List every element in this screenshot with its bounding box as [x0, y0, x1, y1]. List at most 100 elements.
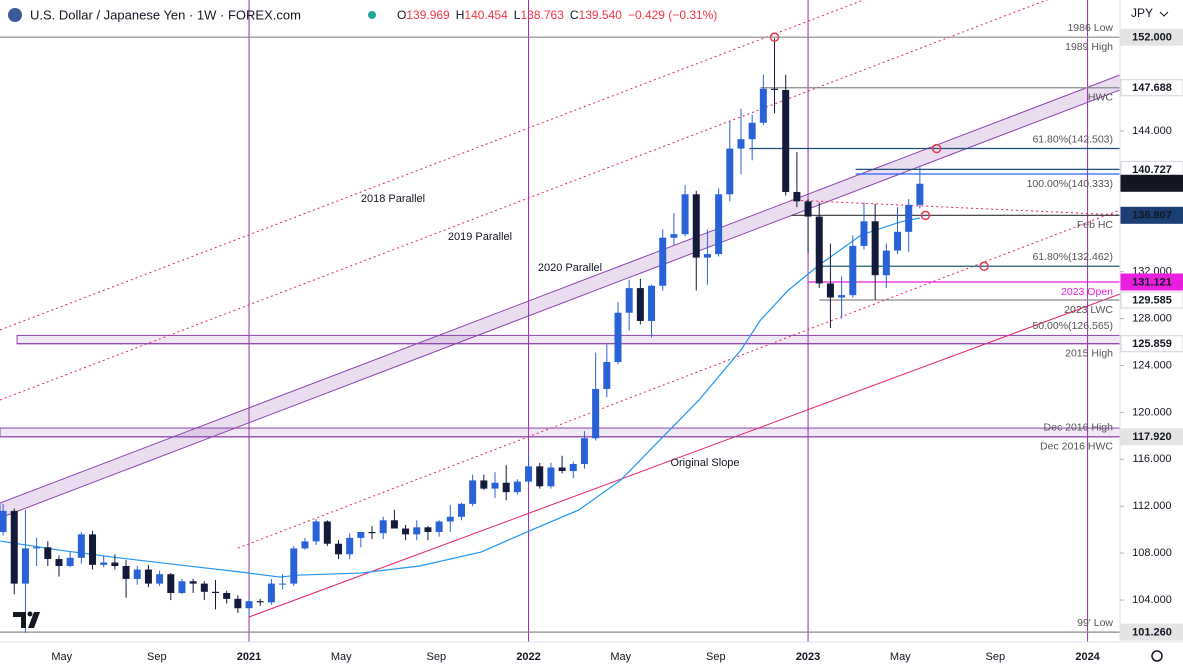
price-box-label: 131.121 [1132, 276, 1172, 288]
candle-body [547, 467, 555, 487]
level-note: 99' Low [1077, 617, 1113, 629]
x-tick-label: May [331, 651, 352, 663]
market-status [368, 11, 376, 19]
candle-body [368, 532, 376, 534]
quote-label: O [397, 8, 406, 22]
level-note: Dec 2016 HWC [1040, 441, 1113, 453]
price-box [1120, 273, 1183, 291]
candle-body [838, 295, 846, 298]
candle-body [133, 569, 141, 579]
candle-body [469, 480, 477, 504]
level-note: Dec 2016 High [1044, 422, 1114, 434]
x-tick-label: Sep [706, 651, 726, 663]
candle-body [424, 527, 432, 533]
level-note: 2023 LWC [1064, 304, 1113, 316]
plot-area [0, 0, 1120, 642]
settings-button[interactable] [1151, 650, 1163, 662]
candle-body [334, 543, 342, 555]
axes: May Sep 2021 May Sep 2022 May Sep 2023 May Sep 2024… [51, 28, 1183, 663]
price-box-label: 140.727 [1132, 164, 1172, 176]
quote-value: 139.969 [406, 8, 450, 22]
y-tick-label: 120.000 [1132, 406, 1172, 418]
candle-body [793, 191, 801, 202]
candle-body [826, 283, 834, 298]
price-box-label: 129.585 [1132, 294, 1172, 306]
logo [27, 611, 33, 617]
candle-body [558, 467, 566, 472]
x-tick-label: 2021 [237, 651, 261, 663]
candle-body [446, 516, 454, 522]
candle-body [77, 534, 85, 558]
price-box [1120, 428, 1183, 446]
currency-button[interactable] [1124, 3, 1176, 25]
x-tick-label: Sep [986, 651, 1006, 663]
candle-body [681, 194, 689, 235]
candle-body [122, 566, 130, 579]
candle-body [905, 204, 913, 232]
candle-body [156, 574, 164, 584]
candle-body [312, 521, 320, 542]
level-note: Feb HC [1077, 219, 1114, 231]
candle-body [390, 520, 398, 529]
y-tick-label: 124.000 [1132, 359, 1172, 371]
level-note: HWC [1088, 92, 1113, 104]
candle-body [402, 528, 410, 535]
candle-body [625, 288, 633, 313]
currency[interactable]: JPY [1131, 6, 1153, 20]
logo [13, 612, 40, 628]
candle-body [346, 537, 354, 555]
candle-body [759, 88, 767, 123]
level-note: 61.80%(132.462) [1032, 251, 1113, 263]
price-box-label: 117.920 [1132, 431, 1171, 443]
level-note: 2015 High [1065, 347, 1113, 359]
price-box [1120, 206, 1183, 224]
x-tick-label: May [890, 651, 911, 663]
candle-body [144, 569, 152, 584]
candle-body [189, 581, 197, 584]
y-tick-label: 144.000 [1132, 125, 1172, 137]
quote-value: 140.454 [464, 8, 508, 22]
candle-body [200, 583, 208, 592]
candle-body [726, 148, 734, 195]
candle-body [871, 221, 879, 276]
candle-body [301, 541, 309, 549]
y-tick-label: 112.000 [1133, 500, 1172, 512]
candle-body [782, 89, 790, 192]
level-note: 61.80%(142.503) [1032, 133, 1113, 145]
quote-label: C [570, 8, 579, 22]
symbol-icon [8, 8, 22, 22]
candle-body [882, 250, 890, 276]
price-box-label: 152.000 [1132, 32, 1172, 44]
candle-body [659, 237, 667, 286]
level-note: 100.00%(140.333) [1027, 178, 1113, 190]
price-box-label: 136.807 [1132, 210, 1172, 222]
candle-body [267, 583, 275, 603]
candle-body [804, 201, 812, 217]
trendline-label: Original Slope [670, 457, 739, 469]
price-box [1120, 291, 1183, 309]
candle-body [0, 510, 7, 533]
candle-body [569, 463, 577, 472]
candle-body [256, 601, 264, 603]
candle-body [178, 581, 186, 593]
level-note: 50.00%(126.565) [1032, 320, 1113, 332]
candle-body [603, 361, 611, 389]
candle-body [290, 548, 298, 584]
candle-body [44, 547, 52, 559]
candle-body [323, 521, 331, 544]
candle-body [457, 503, 465, 517]
candle-body [480, 480, 488, 489]
price-box-label: 139.540 [1132, 178, 1172, 190]
horizontal-zone [16, 334, 1120, 345]
quote-value: 139.540 [579, 8, 623, 22]
level-note: 2023 Open [1061, 286, 1113, 298]
dropdown-arrow [1159, 11, 1169, 17]
candle-body [771, 88, 779, 90]
y-tick-label: 116.000 [1133, 453, 1172, 465]
candle-body [55, 558, 63, 567]
marker [979, 261, 989, 272]
candle-body [357, 532, 365, 538]
